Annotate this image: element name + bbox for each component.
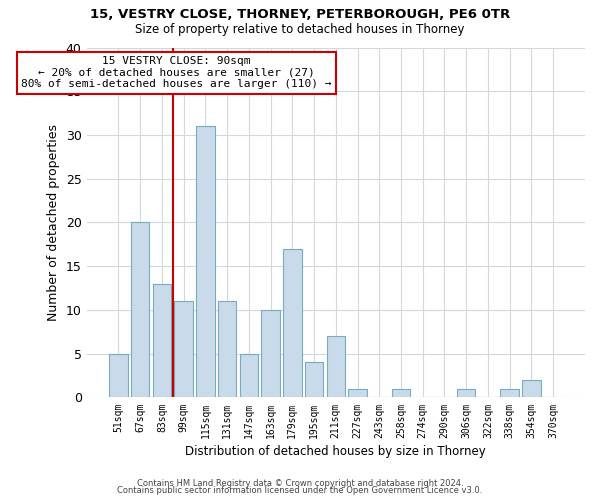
Text: Contains public sector information licensed under the Open Government Licence v3: Contains public sector information licen… <box>118 486 482 495</box>
X-axis label: Distribution of detached houses by size in Thorney: Distribution of detached houses by size … <box>185 444 486 458</box>
Text: Size of property relative to detached houses in Thorney: Size of property relative to detached ho… <box>135 22 465 36</box>
Text: 15 VESTRY CLOSE: 90sqm
← 20% of detached houses are smaller (27)
80% of semi-det: 15 VESTRY CLOSE: 90sqm ← 20% of detached… <box>21 56 332 90</box>
Bar <box>392 388 410 398</box>
Bar <box>457 388 475 398</box>
Bar <box>175 301 193 398</box>
Bar <box>500 388 519 398</box>
Y-axis label: Number of detached properties: Number of detached properties <box>47 124 60 321</box>
Bar <box>262 310 280 398</box>
Bar <box>522 380 541 398</box>
Bar <box>326 336 345 398</box>
Bar <box>239 354 258 398</box>
Bar <box>283 248 302 398</box>
Bar <box>109 354 128 398</box>
Bar <box>305 362 323 398</box>
Bar <box>196 126 215 398</box>
Bar <box>152 284 171 398</box>
Bar <box>348 388 367 398</box>
Text: 15, VESTRY CLOSE, THORNEY, PETERBOROUGH, PE6 0TR: 15, VESTRY CLOSE, THORNEY, PETERBOROUGH,… <box>90 8 510 20</box>
Bar <box>131 222 149 398</box>
Bar <box>218 301 236 398</box>
Text: Contains HM Land Registry data © Crown copyright and database right 2024.: Contains HM Land Registry data © Crown c… <box>137 478 463 488</box>
